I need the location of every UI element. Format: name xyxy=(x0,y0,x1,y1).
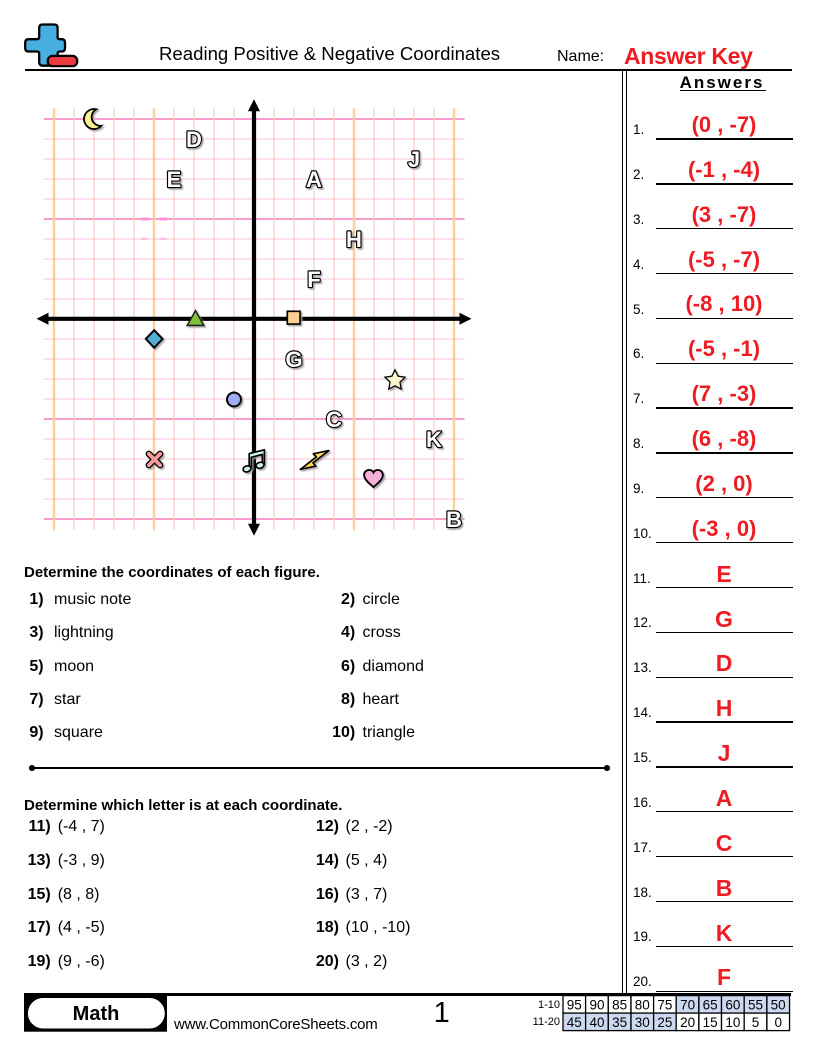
svg-text:10: 10 xyxy=(725,1015,740,1030)
svg-text:70: 70 xyxy=(680,997,695,1012)
svg-text:A: A xyxy=(306,167,322,192)
svg-text:J: J xyxy=(408,147,420,172)
svg-text:F: F xyxy=(307,267,320,292)
svg-text:H: H xyxy=(346,227,362,252)
svg-text:65: 65 xyxy=(703,997,718,1012)
svg-text:20: 20 xyxy=(680,1015,695,1030)
svg-text:30: 30 xyxy=(635,1015,650,1030)
svg-text:55: 55 xyxy=(748,997,763,1012)
svg-text:75: 75 xyxy=(657,997,672,1012)
svg-text:15: 15 xyxy=(703,1015,718,1030)
svg-text:G: G xyxy=(285,347,302,372)
svg-text:K: K xyxy=(426,427,442,452)
svg-text:80: 80 xyxy=(635,997,650,1012)
svg-text:D: D xyxy=(186,127,202,152)
svg-text:E: E xyxy=(167,167,182,192)
svg-text:45: 45 xyxy=(567,1015,582,1030)
svg-text:C: C xyxy=(326,407,342,432)
svg-text:90: 90 xyxy=(589,997,604,1012)
svg-text:B: B xyxy=(446,507,462,532)
svg-text:40: 40 xyxy=(589,1015,604,1030)
svg-text:0: 0 xyxy=(774,1015,782,1030)
svg-text:5: 5 xyxy=(752,1015,760,1030)
svg-text:85: 85 xyxy=(612,997,627,1012)
svg-text:25: 25 xyxy=(657,1015,672,1030)
svg-text:95: 95 xyxy=(567,997,582,1012)
svg-text:50: 50 xyxy=(771,997,786,1012)
svg-text:35: 35 xyxy=(612,1015,627,1030)
svg-text:60: 60 xyxy=(725,997,740,1012)
